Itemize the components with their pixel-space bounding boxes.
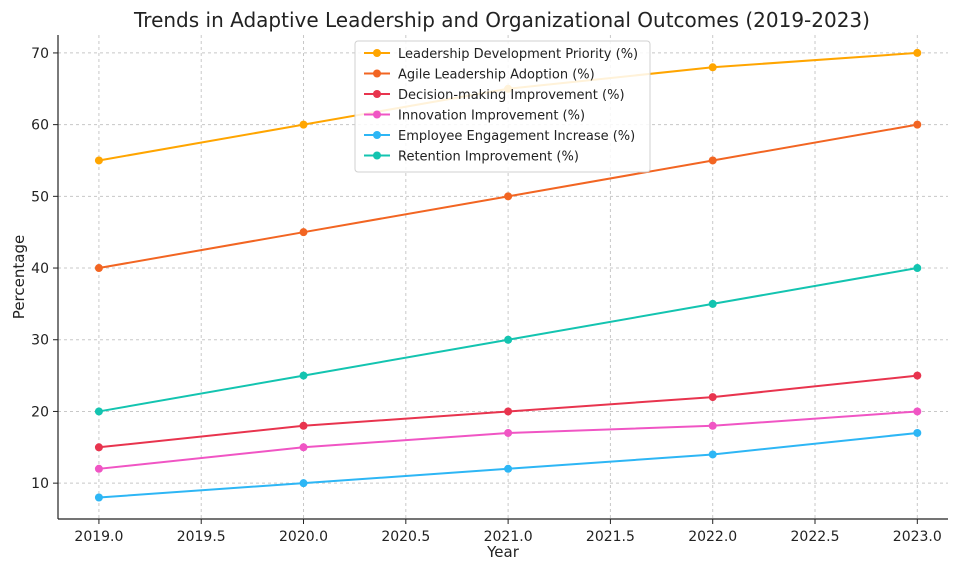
legend-swatch-marker (373, 151, 381, 160)
data-point (708, 63, 717, 72)
data-point (708, 156, 717, 165)
data-point (94, 464, 103, 473)
axes-layer: 2019.0 2019.5 2020.0 2020.5 2021.0 2021.5 2022… (31, 35, 948, 545)
y-tick-label: 50 (31, 189, 49, 205)
x-tick-label: 2022.0 (688, 529, 737, 545)
data-point (504, 335, 513, 344)
x-axis-label: Year (486, 543, 520, 561)
legend-label: Leadership Development Priority (%) (398, 47, 638, 62)
data-point (913, 48, 922, 57)
data-point (708, 299, 717, 308)
legend-item: Retention Improvement (%) (364, 150, 579, 165)
data-point (504, 428, 513, 437)
chart-title: Trends in Adaptive Leadership and Organi… (133, 8, 870, 32)
x-tick-label: 2019.5 (177, 529, 226, 545)
data-point (299, 120, 308, 129)
data-point (299, 371, 308, 380)
data-point (913, 264, 922, 273)
y-tick-label: 60 (31, 118, 49, 134)
data-point (708, 393, 717, 402)
data-point (94, 264, 103, 273)
data-point (299, 479, 308, 488)
legend-item: Decision-making Improvement (%) (364, 88, 625, 103)
legend-item: Agile Leadership Adoption (%) (364, 68, 595, 83)
legend-swatch-marker (373, 69, 381, 78)
data-point (913, 428, 922, 437)
data-point (94, 156, 103, 165)
y-tick-label: 40 (31, 261, 49, 277)
series-1 (94, 120, 922, 273)
x-tick-label: 2020.0 (279, 529, 328, 545)
data-point (94, 443, 103, 452)
data-point (299, 421, 308, 430)
series-layer (94, 48, 922, 502)
x-tick-label: 2023.0 (893, 529, 942, 545)
series-3 (94, 407, 922, 473)
legend-item: Employee Engagement Increase (%) (364, 129, 635, 144)
series-2 (94, 371, 922, 452)
data-point (504, 464, 513, 473)
y-tick-label: 20 (31, 404, 49, 420)
y-axis-label: Percentage (10, 235, 28, 319)
y-tick-label: 10 (31, 476, 49, 492)
legend-swatch-marker (373, 131, 381, 139)
legend-label: Agile Leadership Adoption (%) (398, 68, 595, 83)
data-point (94, 407, 103, 416)
data-point (708, 421, 717, 430)
y-tick-label: 70 (31, 46, 49, 62)
legend-box (354, 40, 651, 173)
data-point (299, 228, 308, 237)
legend-swatch-marker (373, 110, 381, 119)
legend-item: Leadership Development Priority (%) (364, 47, 638, 62)
x-tick-label: 2022.5 (791, 529, 840, 545)
data-point (299, 443, 308, 452)
data-point (913, 407, 922, 416)
x-tick-label: 2019.0 (74, 529, 123, 545)
series-4 (94, 428, 922, 502)
legend: Leadership Development Priority (%) Agile… (354, 40, 651, 173)
data-point (94, 493, 103, 502)
x-tick-label: 2021.5 (586, 529, 635, 545)
x-tick-label: 2020.5 (381, 529, 430, 545)
data-point (504, 407, 513, 416)
legend-label: Retention Improvement (%) (398, 150, 579, 165)
series-5 (94, 264, 922, 416)
legend-swatch-marker (373, 49, 381, 57)
data-point (504, 192, 513, 201)
legend-label: Innovation Improvement (%) (398, 109, 585, 124)
legend-label: Decision-making Improvement (%) (398, 88, 625, 103)
legend-swatch-marker (373, 90, 381, 98)
legend-label: Employee Engagement Increase (%) (398, 129, 635, 144)
x-tick-label: 2021.0 (484, 529, 533, 545)
data-point (913, 120, 922, 129)
legend-item: Innovation Improvement (%) (364, 109, 585, 124)
data-point (708, 450, 717, 459)
y-tick-label: 30 (31, 333, 49, 349)
data-point (913, 371, 922, 380)
